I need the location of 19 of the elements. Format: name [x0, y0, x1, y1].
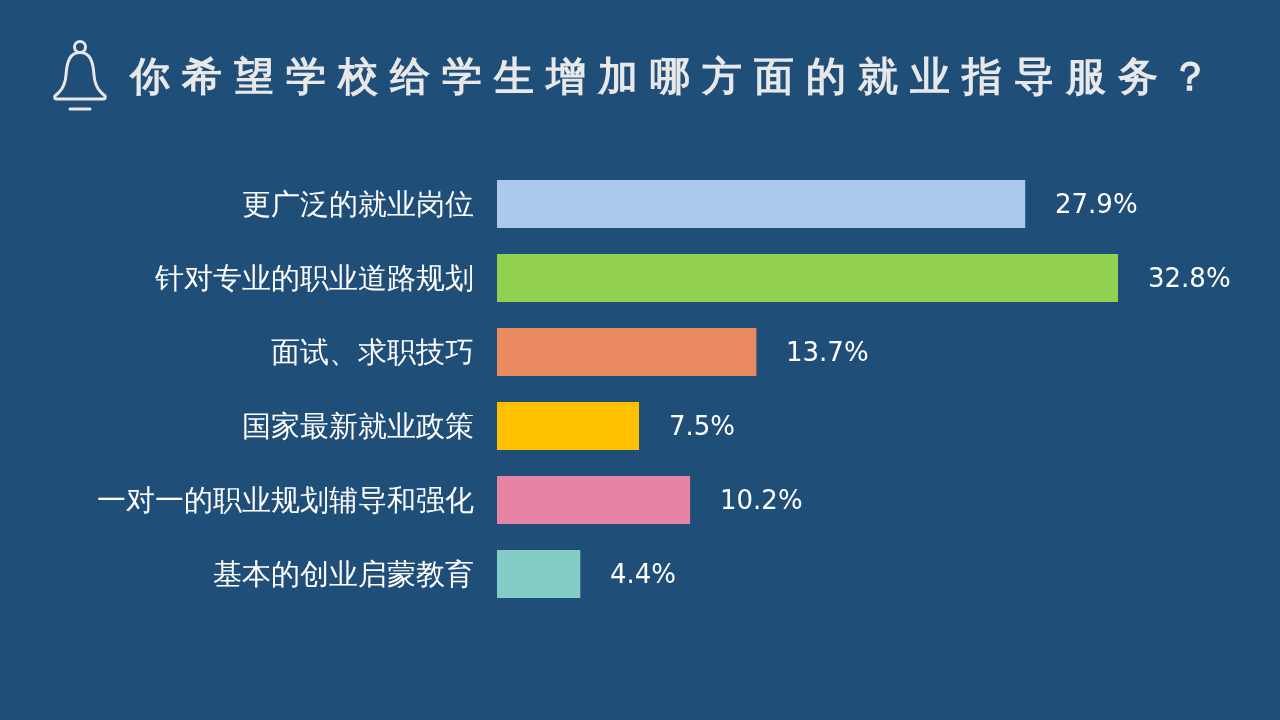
y-tick-label: 面试、求职技巧: [271, 335, 474, 370]
data-label: 7.5%: [669, 411, 736, 441]
bar: [497, 179, 1026, 229]
bar: [497, 327, 757, 377]
y-tick-label: 国家最新就业政策: [242, 409, 474, 444]
chart-title: 你希望学校给学生增加哪方面的就业指导服务？: [130, 51, 1222, 101]
data-label: 4.4%: [610, 559, 677, 589]
bar: [497, 549, 581, 599]
bar: [497, 401, 639, 451]
y-tick-label: 针对专业的职业道路规划: [154, 261, 474, 296]
data-label: 32.8%: [1148, 263, 1231, 293]
data-label: 13.7%: [786, 337, 869, 367]
bar: [497, 475, 691, 525]
y-tick-label: 一对一的职业规划辅导和强化: [97, 483, 474, 518]
y-tick-label: 基本的创业启蒙教育: [213, 557, 474, 592]
bar: [497, 253, 1118, 303]
data-label: 10.2%: [720, 485, 803, 515]
y-tick-label: 更广泛的就业岗位: [242, 187, 474, 222]
data-label: 27.9%: [1055, 189, 1138, 219]
